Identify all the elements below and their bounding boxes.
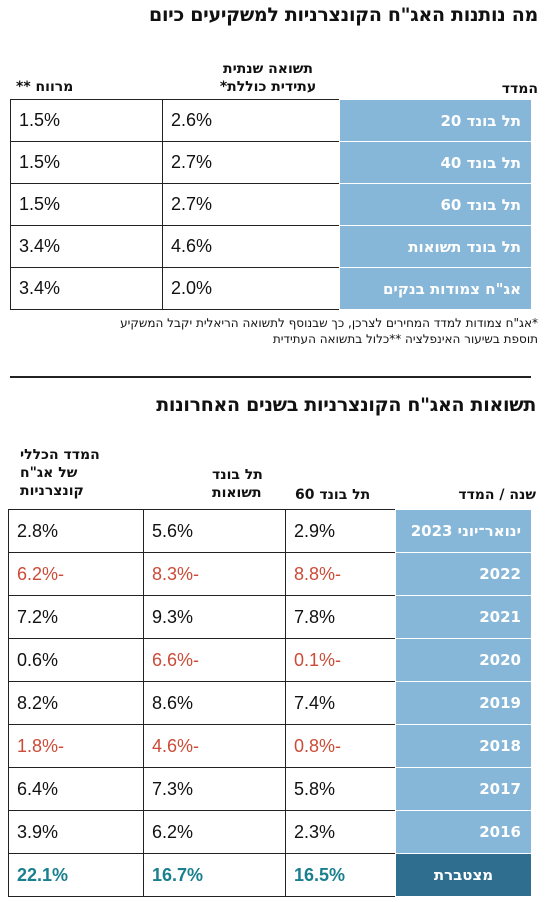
table-row: אג"ח צמודות בנקים 2.0% 3.4% [10, 267, 532, 310]
future-yield-cell: 2.7% [162, 141, 340, 184]
table-row: 2020 -0.1% -6.6% 0.6% [8, 638, 532, 682]
spread-cell: 1.5% [10, 99, 163, 142]
table-row: תל בונד 40 2.7% 1.5% [10, 141, 532, 184]
index-name-cell: תל בונד 20 [339, 99, 532, 142]
index-name-cell: תל בונד 60 [339, 183, 532, 226]
yields-cell: 6.2% [143, 810, 286, 854]
telbond60-cell: 7.8% [285, 595, 396, 639]
historical-yields-table: ינואר־יוני 2023 2.9% 5.6% 2.8% 2022 -8.8% -8.3… [8, 509, 532, 897]
yields-cell: -4.6% [143, 724, 286, 768]
year-cell: 2020 [395, 638, 532, 682]
yields-cell: 9.3% [143, 595, 286, 639]
header-telbond60: תל בונד 60 [295, 487, 371, 503]
section2-title: תשואות האג"ח הקונצרניות בשנים האחרונות [156, 394, 536, 416]
header-index: המדד [501, 81, 538, 97]
telbond60-cell: -8.8% [285, 552, 396, 596]
table-row: ינואר־יוני 2023 2.9% 5.6% 2.8% [8, 509, 532, 553]
year-cell: 2019 [395, 681, 532, 725]
table-row: 2021 7.8% 9.3% 7.2% [8, 595, 532, 639]
year-cell: 2018 [395, 724, 532, 768]
year-cell: 2017 [395, 767, 532, 811]
table-row: 2018 -0.8% -4.6% -1.8% [8, 724, 532, 768]
footnote-line-1: *אג"ח צמודות למדד המחירים לצרכן, כך שבנו… [120, 316, 538, 330]
telbond60-cell: -0.8% [285, 724, 396, 768]
yields-cell: 7.3% [143, 767, 286, 811]
general-cell: 2.8% [8, 509, 144, 553]
future-yield-cell: 2.6% [162, 99, 340, 142]
yields-cell: -6.6% [143, 638, 286, 682]
spread-cell: 3.4% [10, 267, 163, 310]
table-row: 2017 5.8% 7.3% 6.4% [8, 767, 532, 811]
total-row: מצטברת 16.5% 16.7% 22.1% [8, 853, 532, 897]
total-telbond60-cell: 16.5% [285, 853, 396, 897]
header-year: שנה / המדד [458, 487, 536, 503]
header-general-index: המדד הכללי של אג"ח קונצרניות [20, 447, 100, 499]
general-cell: 8.2% [8, 681, 144, 725]
table-row: תל בונד 20 2.6% 1.5% [10, 99, 532, 142]
total-yields-cell: 16.7% [143, 853, 286, 897]
general-cell: -6.2% [8, 552, 144, 596]
telbond60-cell: 7.4% [285, 681, 396, 725]
year-cell: ינואר־יוני 2023 [395, 509, 532, 553]
year-cell: 2021 [395, 595, 532, 639]
general-cell: 3.9% [8, 810, 144, 854]
telbond60-cell: -0.1% [285, 638, 396, 682]
total-label-cell: מצטברת [395, 853, 532, 897]
telbond60-cell: 2.3% [285, 810, 396, 854]
general-cell: 7.2% [8, 595, 144, 639]
future-yield-cell: 2.0% [162, 267, 340, 310]
spread-cell: 1.5% [10, 183, 163, 226]
yields-cell: 8.6% [143, 681, 286, 725]
table-row: תל בונד תשואות 4.6% 3.4% [10, 225, 532, 268]
general-cell: 0.6% [8, 638, 144, 682]
telbond60-cell: 2.9% [285, 509, 396, 553]
header-telbond-yields: תל בונד תשואות [212, 467, 263, 501]
index-name-cell: תל בונד תשואות [339, 225, 532, 268]
year-cell: 2022 [395, 552, 532, 596]
telbond60-cell: 5.8% [285, 767, 396, 811]
future-yield-cell: 4.6% [162, 225, 340, 268]
header-spread: מרווח ** [16, 79, 74, 95]
table-row: תל בונד 60 2.7% 1.5% [10, 183, 532, 226]
spread-cell: 3.4% [10, 225, 163, 268]
year-cell: 2016 [395, 810, 532, 854]
total-general-cell: 22.1% [8, 853, 144, 897]
yields-cell: -8.3% [143, 552, 286, 596]
table-row: 2022 -8.8% -8.3% -6.2% [8, 552, 532, 596]
section-divider [10, 376, 531, 378]
header-future-yield: תשואה שנתית עתידית כוללת* [219, 61, 317, 95]
future-yield-cell: 2.7% [162, 183, 340, 226]
footnote-line-2: תוספת בשיעור האינפלציה **כלול בתשואה העת… [272, 332, 538, 346]
index-name-cell: תל בונד 40 [339, 141, 532, 184]
yields-cell: 5.6% [143, 509, 286, 553]
spread-cell: 1.5% [10, 141, 163, 184]
current-yields-table: תל בונד 20 2.6% 1.5% תל בונד 40 2.7% 1.5% תל ב… [10, 99, 532, 310]
table-row: 2019 7.4% 8.6% 8.2% [8, 681, 532, 725]
table-row: 2016 2.3% 6.2% 3.9% [8, 810, 532, 854]
general-cell: 6.4% [8, 767, 144, 811]
general-cell: -1.8% [8, 724, 144, 768]
section1-title: מה נותנות האג"ח הקונצרניות למשקיעים כיום [149, 4, 538, 26]
index-name-cell: אג"ח צמודות בנקים [339, 267, 532, 310]
